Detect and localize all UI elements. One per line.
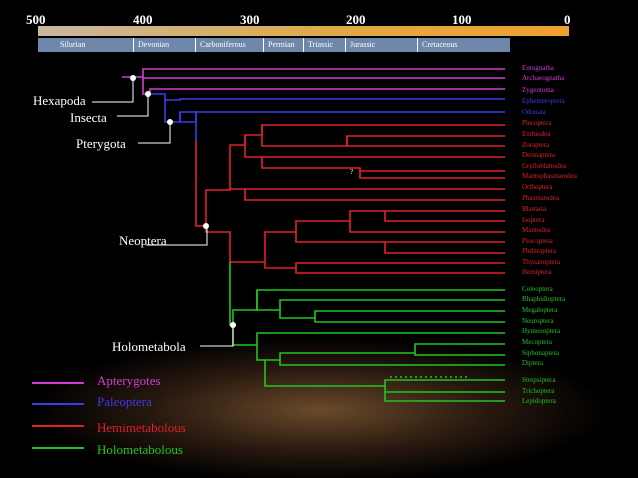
taxon-label: Entognatha: [522, 64, 554, 72]
taxon-label: Ephemeroptera: [522, 97, 565, 105]
tick-label-0: 0: [564, 12, 571, 27]
taxon-label: Isoptera: [522, 216, 545, 224]
period-jurassic: Jurassic: [346, 38, 418, 52]
taxon-label: Embiodea: [522, 130, 551, 138]
taxon-label: Zygentoma: [522, 86, 554, 94]
period-devonian: Devonian: [134, 38, 196, 52]
period-silurian: Silurian: [38, 38, 134, 52]
legend-label-paleoptera: Paleoptera: [97, 394, 152, 409]
tick-label-100: 100: [452, 12, 472, 27]
legend-label-apterygotes: Apterygotes: [97, 373, 161, 388]
taxon-label: Orthoptera: [522, 183, 553, 191]
taxon-label: Mantodea: [522, 226, 550, 234]
taxon-label: Hymenoptera: [522, 327, 561, 335]
holometabolous-branches: [229, 262, 505, 402]
tick-label-200: 200: [346, 12, 366, 27]
legend-label-hemimetabolous: Hemimetabolous: [97, 420, 186, 435]
taxon-label: Plecoptera: [522, 119, 552, 127]
taxon-label: Dermaptera: [522, 151, 556, 159]
node-markers: [130, 75, 236, 328]
tick-label-500: 500: [26, 12, 46, 27]
clade-label-insecta: Insecta: [70, 110, 107, 125]
taxon-label: Neuroptera: [522, 317, 554, 325]
legend-swatch-holometabolous: [32, 447, 84, 449]
taxon-label: Hemiptera: [522, 268, 552, 276]
taxon-label: Phasmatodea: [522, 194, 559, 202]
tick-label-300: 300: [240, 12, 260, 27]
timeline-bar: [38, 26, 569, 36]
callout-lines: [92, 80, 234, 347]
tick-label-400: 400: [133, 12, 153, 27]
legend-swatch-apterygotes: [32, 382, 84, 384]
taxon-label: Grylloblattodea: [522, 162, 566, 170]
uncertain-mark: ?: [350, 168, 354, 176]
period-triassic: Triassic: [304, 38, 346, 52]
period-carboniferous: Carboniferous: [196, 38, 264, 52]
clade-label-pterygota: Pterygota: [76, 136, 126, 151]
taxon-label: Mantophasmatodea: [522, 172, 577, 180]
taxon-label: Trichoptera: [522, 387, 555, 395]
period-cretaceous: Cretaceous: [418, 38, 510, 52]
taxon-label: Mecoptera: [522, 338, 552, 346]
taxon-label: Zoraptera: [522, 141, 550, 149]
hemimetabolous-branches: [195, 124, 505, 274]
taxon-label: Rhaphidioptera: [522, 295, 566, 303]
taxon-label: Psocoptera: [522, 237, 553, 245]
taxon-label: Megaloptera: [522, 306, 558, 314]
taxon-label: Coleoptera: [522, 285, 553, 293]
taxon-label: Strepsiptera: [522, 376, 556, 384]
clade-label-hexapoda: Hexapoda: [33, 93, 86, 108]
legend-label-holometabolous: Holometabolous: [97, 442, 183, 457]
period-permian: Permian: [264, 38, 304, 52]
taxon-label: Diptera: [522, 359, 543, 367]
clade-label-neoptera: Neoptera: [119, 233, 167, 248]
taxon-label: Siphonaptera: [522, 349, 559, 357]
legend-swatch-hemimetabolous: [32, 425, 84, 427]
taxon-label: Archaeognatha: [522, 74, 565, 82]
taxon-label: Phthiraptera: [522, 247, 557, 255]
paleoptera-branches: [150, 93, 505, 140]
apterygote-branches: [122, 68, 505, 95]
taxon-label: Odonata: [522, 108, 546, 116]
clade-label-holometabola: Holometabola: [112, 339, 186, 354]
legend-swatch-paleoptera: [32, 403, 84, 405]
taxon-label: Blattaria: [522, 205, 547, 213]
taxon-label: Lepidoptera: [522, 397, 556, 405]
taxon-label: Thysanoptera: [522, 258, 561, 266]
